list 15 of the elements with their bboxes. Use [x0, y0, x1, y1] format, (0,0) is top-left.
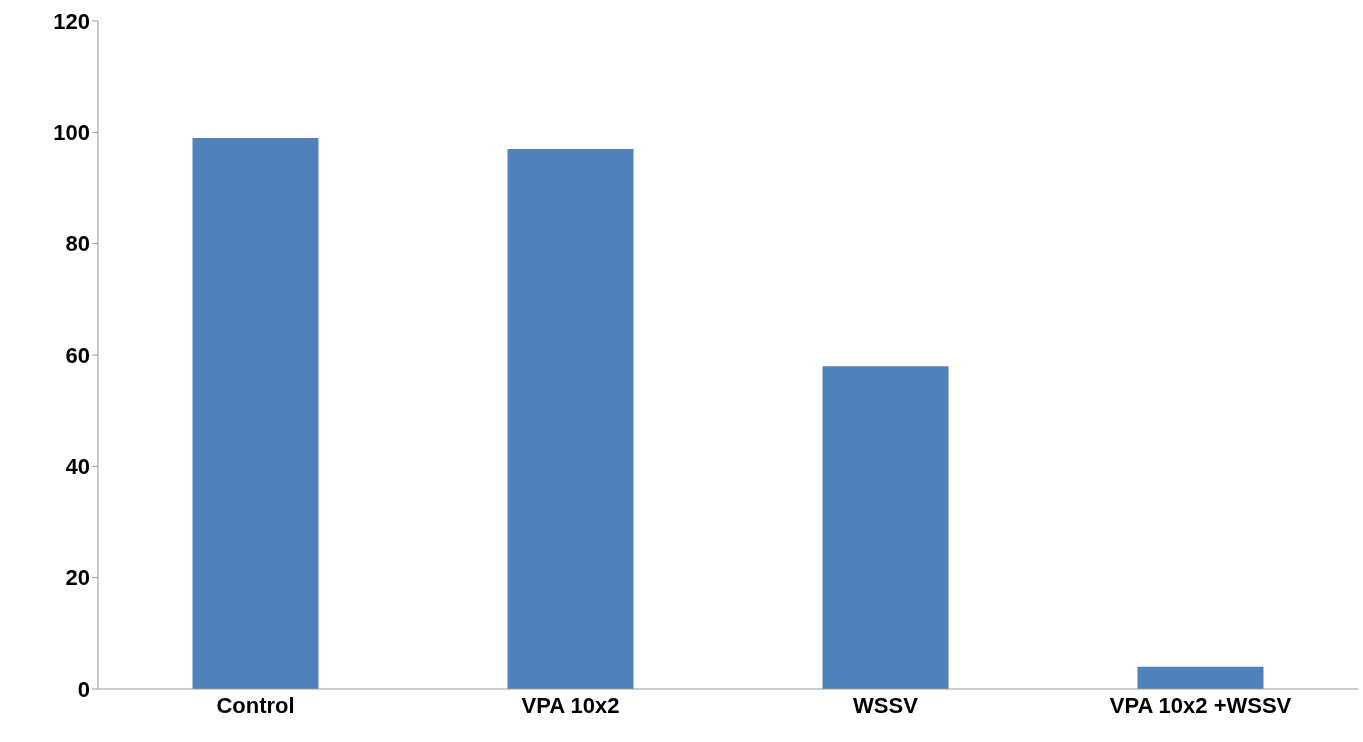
y-tick-label: 0 [77, 676, 90, 702]
y-tick-label: 80 [65, 231, 90, 257]
bar [822, 366, 949, 689]
y-tick-label: 60 [65, 342, 90, 368]
y-tick-label: 20 [65, 565, 90, 591]
bar [507, 149, 634, 689]
y-tick-label: 120 [53, 8, 90, 34]
bar [1137, 666, 1264, 689]
y-tick-label: 40 [65, 454, 90, 480]
x-tick-label: VPA 10x2 +WSSV [1109, 692, 1292, 718]
x-tick-label: VPA 10x2 [521, 692, 620, 718]
x-tick-label: WSSV [853, 692, 919, 718]
bar [192, 137, 319, 689]
y-tick-label: 100 [53, 120, 90, 146]
x-tick-label: Control [216, 692, 295, 718]
